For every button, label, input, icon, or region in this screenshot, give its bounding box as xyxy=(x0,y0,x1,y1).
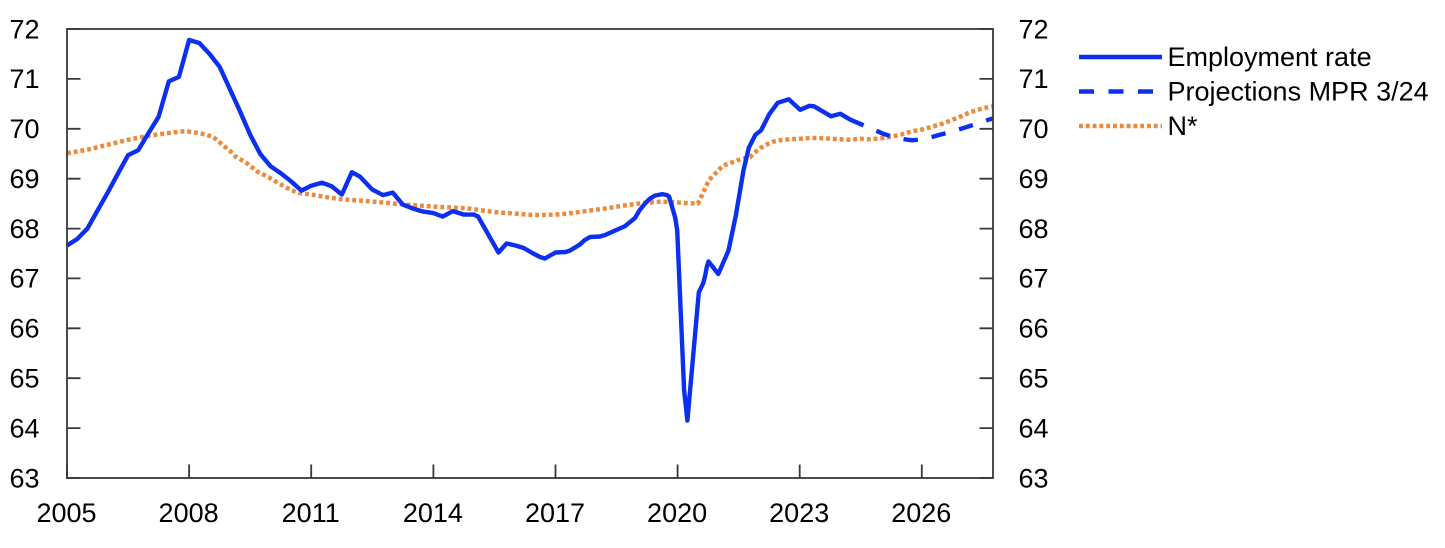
svg-text:66: 66 xyxy=(1019,314,1049,344)
svg-text:67: 67 xyxy=(1019,264,1049,294)
svg-text:70: 70 xyxy=(9,114,39,144)
svg-text:70: 70 xyxy=(1019,114,1049,144)
svg-text:69: 69 xyxy=(1019,164,1049,194)
svg-text:72: 72 xyxy=(9,14,39,44)
svg-text:2008: 2008 xyxy=(159,498,219,528)
svg-text:Projections MPR 3/24: Projections MPR 3/24 xyxy=(1168,77,1429,107)
svg-text:64: 64 xyxy=(1019,413,1049,443)
svg-text:67: 67 xyxy=(9,264,39,294)
svg-text:2017: 2017 xyxy=(525,498,585,528)
svg-text:71: 71 xyxy=(9,64,39,94)
svg-text:2014: 2014 xyxy=(403,498,463,528)
svg-text:63: 63 xyxy=(1019,463,1049,493)
svg-text:65: 65 xyxy=(9,364,39,394)
svg-text:2023: 2023 xyxy=(769,498,829,528)
svg-text:71: 71 xyxy=(1019,64,1049,94)
svg-text:Employment rate: Employment rate xyxy=(1168,42,1372,72)
svg-text:72: 72 xyxy=(1019,14,1049,44)
svg-text:2026: 2026 xyxy=(891,498,951,528)
svg-text:64: 64 xyxy=(9,413,39,443)
svg-text:66: 66 xyxy=(9,314,39,344)
svg-text:N*: N* xyxy=(1168,111,1198,141)
svg-text:63: 63 xyxy=(9,463,39,493)
svg-text:2020: 2020 xyxy=(647,498,707,528)
svg-text:68: 68 xyxy=(9,214,39,244)
svg-text:65: 65 xyxy=(1019,364,1049,394)
svg-text:2011: 2011 xyxy=(282,498,340,528)
svg-text:68: 68 xyxy=(1019,214,1049,244)
svg-text:69: 69 xyxy=(9,164,39,194)
svg-text:2005: 2005 xyxy=(36,498,96,528)
